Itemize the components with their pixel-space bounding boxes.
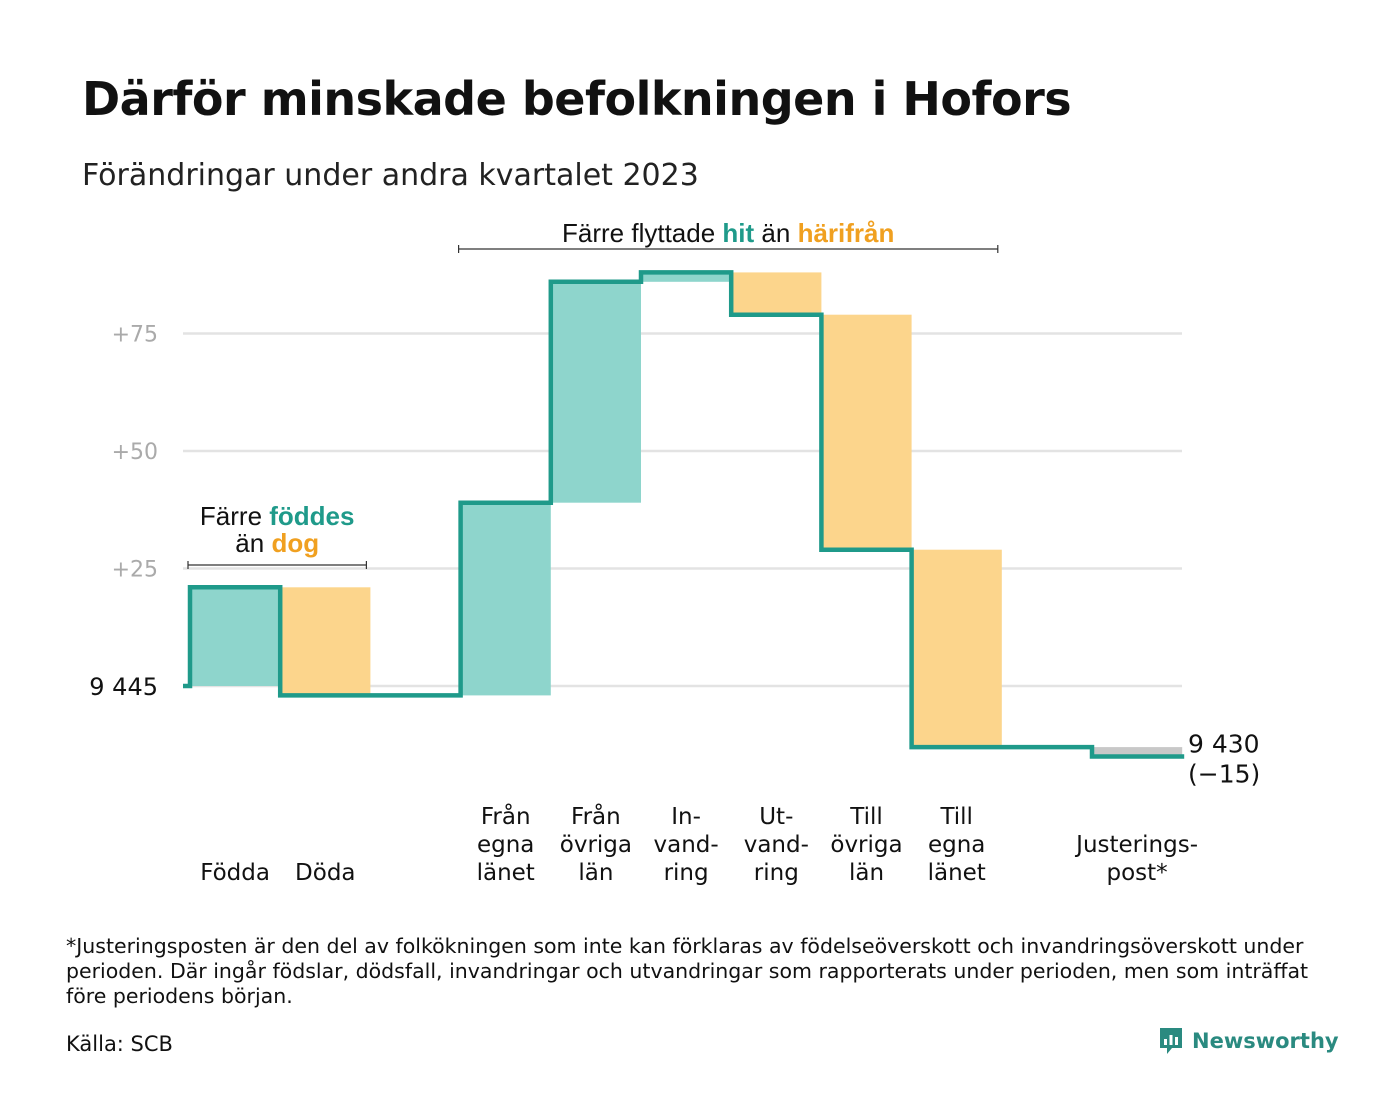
category-label-line: Till: [849, 804, 883, 830]
source-text: Källa: SCB: [66, 1032, 173, 1056]
chart-subtitle: Förändringar under andra kvartalet 2023: [82, 158, 699, 193]
category-label-line: Ut-: [759, 804, 793, 830]
annotation-segment: än: [754, 218, 797, 248]
bar-fran_ovriga: [550, 281, 641, 503]
category-label-line: Döda: [295, 860, 355, 886]
bar-till_egna: [911, 549, 1002, 748]
annotation-migration-line1: Färre flyttade hit än härifrån: [562, 218, 894, 248]
bar-till_ovriga: [821, 314, 912, 550]
y-tick-label: +75: [112, 323, 158, 348]
start-value-label: 9 445: [89, 673, 158, 701]
category-label-line: Justerings-: [1074, 832, 1198, 858]
brand-name: Newsworthy: [1192, 1029, 1339, 1053]
category-label-line: övriga: [560, 832, 632, 858]
category-label-fodda: Födda: [200, 860, 270, 886]
category-label-line: Födda: [200, 860, 270, 886]
category-label-line: länet: [477, 860, 535, 886]
annotation-births-line1: Färre föddes: [200, 501, 355, 531]
annotation-segment: dog: [271, 528, 319, 558]
category-label-utvandring: Ut-vand-ring: [744, 804, 809, 886]
annotation-segment: Färre flyttade: [562, 218, 722, 248]
annotation-bracket-births: [187, 561, 367, 569]
chart-title: Därför minskade befolkningen i Hofors: [82, 72, 1072, 126]
annotation-segment: föddes: [269, 501, 354, 531]
y-tick-label: +25: [112, 558, 158, 583]
bar-invandring: [641, 272, 732, 282]
bar-fodda: [190, 587, 281, 686]
annotation-segment: härifrån: [798, 218, 895, 248]
category-label-invandring: In-vand-ring: [654, 804, 719, 886]
step-line: [183, 270, 1185, 759]
category-label-line: länet: [928, 860, 986, 886]
bar-justering: [1092, 747, 1183, 757]
category-label-line: egna: [477, 832, 534, 858]
annotation-segment: hit: [722, 218, 754, 248]
category-label-doda: Döda: [295, 860, 355, 886]
category-label-line: In-: [671, 804, 701, 830]
category-label-line: Från: [571, 802, 621, 830]
category-label-line: övriga: [830, 832, 902, 858]
annotation-bracket-migration: [458, 245, 999, 253]
category-label-line: post*: [1107, 860, 1168, 886]
bar-fran_egna: [460, 502, 551, 696]
brand-logo: Newsworthy: [1158, 1026, 1339, 1056]
annotation-segment: än: [235, 528, 271, 558]
category-label-line: Från: [481, 802, 531, 830]
category-label-line: ring: [754, 860, 799, 886]
end-change-label: (−15): [1188, 760, 1260, 789]
bars: [190, 272, 1183, 757]
bar-utvandring: [731, 272, 822, 315]
annotation-births-line2: än dog: [235, 528, 319, 558]
step-line-path: [183, 270, 1185, 759]
category-label-line: vand-: [744, 832, 809, 858]
category-label-line: vand-: [654, 832, 719, 858]
category-label-line: ring: [664, 860, 709, 886]
category-label-line: Till: [939, 804, 973, 830]
y-tick-label: +50: [112, 440, 158, 465]
end-value-label: 9 430: [1188, 730, 1260, 759]
category-label-line: län: [849, 860, 884, 886]
bar-doda: [280, 587, 371, 696]
annotation-segment: Färre: [200, 501, 269, 531]
category-label-justering: Justerings-post*: [1074, 832, 1198, 886]
category-label-line: län: [578, 860, 613, 886]
newsworthy-logo-icon: [1160, 1028, 1182, 1054]
category-label-line: egna: [928, 832, 985, 858]
footnote: *Justeringsposten är den del av folkökni…: [66, 934, 1309, 1008]
